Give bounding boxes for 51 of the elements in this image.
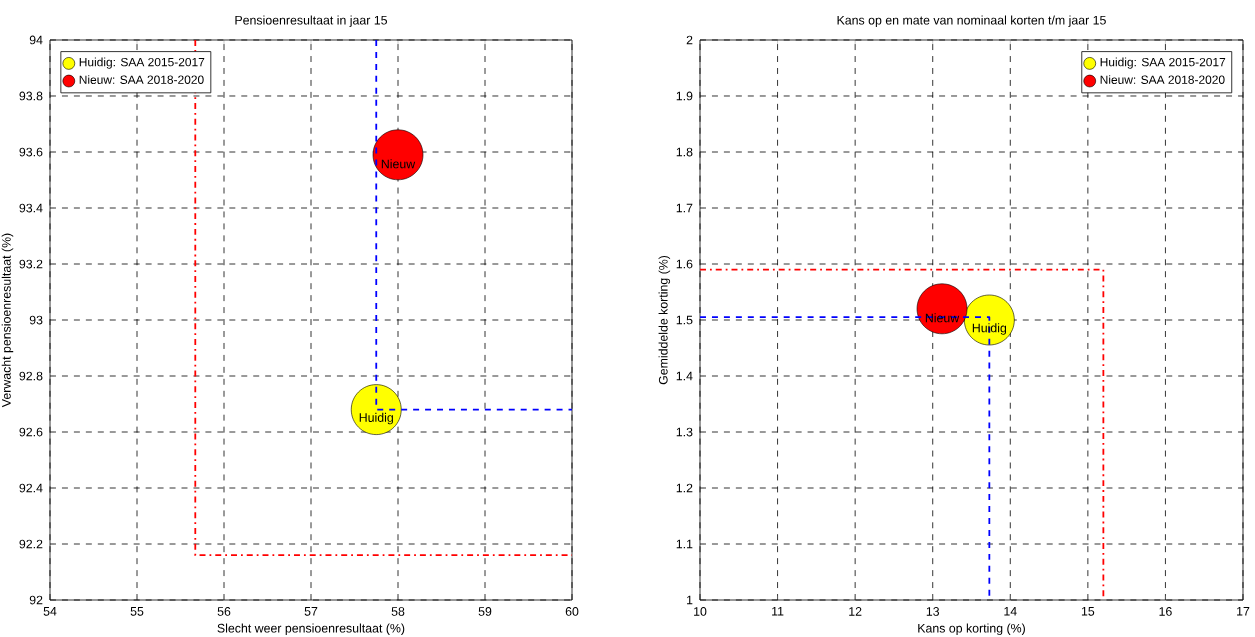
y-tick-label: 93.4 <box>19 203 43 213</box>
x-tick-label: 56 <box>217 607 231 616</box>
x-tick-label: 57 <box>304 607 318 616</box>
y-tick-label: 93.8 <box>19 91 43 101</box>
y-tick-label: 94 <box>29 35 43 45</box>
x-tick-label: 60 <box>565 607 579 616</box>
y-tick-label: 93 <box>29 315 43 325</box>
y-tick-label: 2 <box>686 35 693 45</box>
y-tick-label: 1.6 <box>676 259 693 269</box>
x-tick-label: 10 <box>694 607 707 616</box>
y-tick-label: 1.9 <box>676 91 693 101</box>
x-tick-label: 15 <box>1081 607 1095 616</box>
y-tick-label: 1.2 <box>676 483 693 493</box>
annotation: Huidig <box>359 412 393 425</box>
x-tick-label: 11 <box>772 607 784 616</box>
annotation: Huidig <box>972 323 1007 335</box>
x-tick-label: 14 <box>1004 607 1017 616</box>
y-axis-title: Verwacht pensioenresultaat (%) <box>1 233 14 408</box>
x-tick-label: 12 <box>849 607 862 616</box>
y-axis-title: Gemiddelde korting (%) <box>658 255 671 385</box>
y-tick-label: 92.6 <box>19 427 43 437</box>
chart-title: Kans op en mate van nominaal korten t/m jaar 15 <box>837 15 1106 27</box>
y-tick-label: 1.3 <box>676 427 693 437</box>
x-tick-label: 55 <box>130 607 144 616</box>
y-tick-label: 1.7 <box>676 203 693 213</box>
x-tick-label: 17 <box>1237 607 1250 616</box>
y-tick-label: 93.2 <box>19 259 43 269</box>
y-tick-label: 1.5 <box>676 315 693 325</box>
y-tick-label: 1.1 <box>676 539 693 549</box>
y-tick-label: 1.4 <box>676 371 693 381</box>
legend-label: Huidig: SAA 2015-2017 <box>79 57 205 69</box>
y-tick-label: 92.8 <box>19 371 43 381</box>
x-tick-label: 54 <box>43 607 57 616</box>
annotation: Nieuw <box>925 313 960 323</box>
legend-label: Nieuw: SAA 2018-2020 <box>79 75 204 84</box>
x-tick-label: 13 <box>926 607 940 616</box>
x-tick-label: 16 <box>1159 607 1172 616</box>
annotation: Nieuw <box>381 159 416 169</box>
y-tick-label: 92 <box>29 595 43 605</box>
y-tick-label: 93.6 <box>19 147 43 157</box>
y-tick-label: 1.8 <box>676 147 693 157</box>
y-tick-label: 1 <box>687 595 693 605</box>
legend-label: Huidig: SAA 2015-2017 <box>1100 57 1226 69</box>
x-axis-title: Kans op korting (%) <box>918 623 1025 635</box>
y-tick-label: 92.4 <box>19 483 43 493</box>
x-tick-label: 58 <box>391 607 405 616</box>
y-tick-label: 92.2 <box>19 539 43 549</box>
x-axis-title: Slecht weer pensioenresultaat (%) <box>217 623 405 635</box>
x-tick-label: 59 <box>478 607 492 616</box>
chart-title: Pensioenresultaat in jaar 15 <box>235 15 388 27</box>
legend-label: Nieuw: SAA 2018-2020 <box>1100 75 1225 84</box>
